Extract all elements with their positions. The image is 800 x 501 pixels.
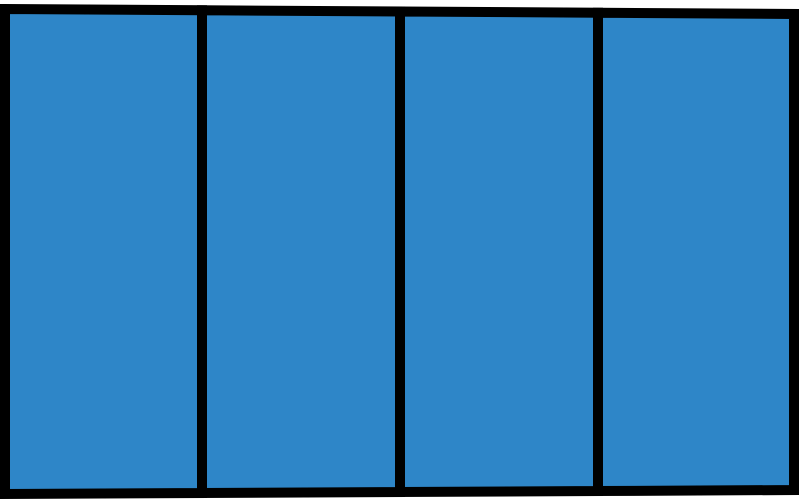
diagram-part-1 bbox=[0, 3, 207, 500]
diagram-part-3 bbox=[395, 6, 603, 498]
diagram-part-2 bbox=[197, 5, 405, 499]
diagram-part-4 bbox=[593, 7, 799, 497]
